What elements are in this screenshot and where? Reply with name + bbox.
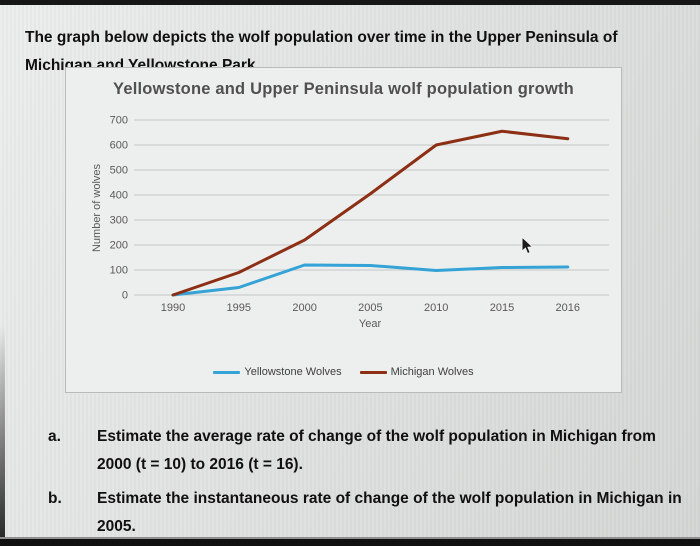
top-black-bar [0,0,700,5]
question-a-label: a. [48,428,61,445]
svg-text:600: 600 [110,140,128,152]
chart-title: Yellowstone and Upper Peninsula wolf pop… [113,80,574,98]
legend-label-michigan: Michigan Wolves [390,366,474,378]
question-a: a. Estimate the average rate of change o… [48,423,668,479]
michigan-line-swatch-icon [359,370,387,374]
legend-label-yellowstone: Yellowstone Wolves [244,366,342,378]
plot-area: 0 100 200 300 400 500 600 700 1990 1995 2000 2005 20… [110,115,609,314]
question-b-label: b. [48,490,62,507]
question-b-text: Estimate the instantaneous rate of chang… [97,490,682,535]
question-a-text: Estimate the average rate of change of t… [97,428,656,473]
svg-text:500: 500 [110,165,128,177]
svg-text:2015: 2015 [490,302,514,314]
wolf-population-chart: 0 100 200 300 400 500 600 700 1990 1995 2000 2005 20… [65,67,622,393]
yellowstone-line-swatch-icon [213,370,241,374]
legend-item-michigan: Michigan Wolves [359,366,474,378]
svg-text:200: 200 [110,240,128,252]
bottom-black-bar [0,537,700,546]
mouse-cursor-icon [521,236,534,255]
question-b: b. Estimate the instantaneous rate of ch… [48,485,682,541]
legend-item-yellowstone: Yellowstone Wolves [213,366,342,378]
svg-text:2005: 2005 [358,302,382,314]
svg-text:2010: 2010 [424,302,448,314]
svg-text:1990: 1990 [161,302,185,314]
svg-text:0: 0 [122,290,128,302]
svg-text:300: 300 [110,215,128,227]
y-axis-title: Number of wolves [91,163,103,253]
svg-text:1995: 1995 [227,302,251,314]
svg-text:2016: 2016 [556,302,580,314]
bottom-left-shadow [0,326,5,546]
svg-text:700: 700 [110,115,128,127]
chart-legend: Yellowstone Wolves Michigan Wolves [66,366,621,378]
x-axis-title: Year [358,318,382,330]
svg-text:400: 400 [110,190,128,202]
svg-text:2000: 2000 [292,302,316,314]
svg-text:100: 100 [110,265,128,277]
